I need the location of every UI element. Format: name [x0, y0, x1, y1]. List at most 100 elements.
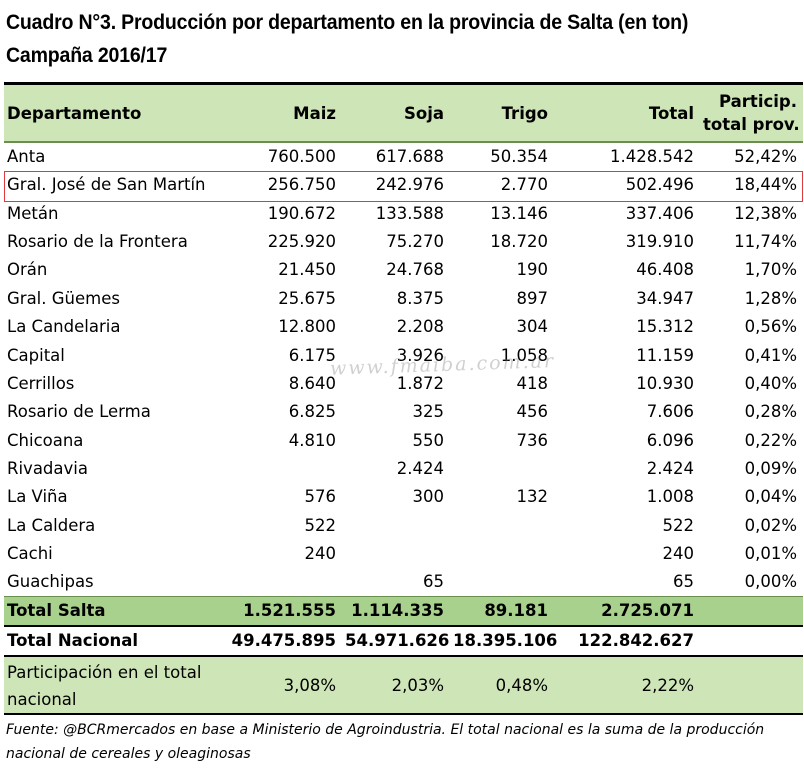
- cell-trigo: 456: [516, 402, 549, 422]
- production-table: Departamento Maiz Soja Trigo Total Parti…: [4, 85, 803, 715]
- header-row: Departamento Maiz Soja Trigo Total Parti…: [4, 85, 803, 143]
- cell-partic: 0,22%: [744, 430, 797, 450]
- total-nacional-trigo: 18.395.106: [450, 625, 557, 658]
- cell-soja: 2.424: [396, 459, 444, 479]
- cell-total: 34.947: [636, 288, 694, 308]
- table-row: La Caldera 522 522 0,02%: [4, 512, 803, 540]
- cell-partic: 1,28%: [744, 288, 797, 308]
- table-row: La Candelaria 12.800 2.208 304 15.312 0,56%: [4, 313, 803, 341]
- cell-trigo: 418: [516, 373, 549, 393]
- total-nacional-soja: 54.971.626: [342, 625, 450, 658]
- cell-partic: 0,41%: [744, 345, 797, 365]
- cell-name: La Caldera: [7, 515, 96, 535]
- table-row: Cerrillos 8.640 1.872 418 10.930 0,40%: [4, 370, 803, 398]
- cell-trigo: 2.770: [500, 175, 548, 195]
- cell-maiz: 6.825: [288, 402, 336, 422]
- header-departamento: Departamento: [4, 85, 228, 143]
- cell-soja: 550: [412, 430, 445, 450]
- participacion-maiz: 3,08%: [228, 656, 342, 715]
- cell-partic: 0,00%: [744, 572, 797, 592]
- cell-name: Chicoana: [7, 430, 84, 450]
- total-nacional-total: 122.842.627: [554, 625, 700, 658]
- header-maiz: Maiz: [228, 85, 342, 143]
- cell-trigo: 736: [516, 430, 549, 450]
- cell-soja: [342, 512, 450, 540]
- cell-trigo: 1.058: [500, 345, 548, 365]
- cell-maiz: 6.175: [288, 345, 336, 365]
- cell-total: 337.406: [625, 203, 694, 223]
- cell-partic: 0,01%: [744, 544, 797, 564]
- cell-name: Gral. José de San Martín: [7, 175, 206, 195]
- participacion-soja: 2,03%: [342, 656, 450, 715]
- total-nacional-maiz: 49.475.895: [228, 625, 342, 658]
- cell-name: Rosario de Lerma: [7, 402, 151, 422]
- cell-trigo: [450, 540, 554, 568]
- cell-soja: 1.872: [396, 373, 444, 393]
- table-row: Capital 6.175 3.926 1.058 11.159 0,41%: [4, 341, 803, 369]
- header-total: Total: [554, 85, 700, 143]
- participacion-partic: [700, 656, 803, 715]
- cell-total: 502.496: [625, 175, 694, 195]
- cell-trigo: 897: [516, 288, 549, 308]
- participacion-row: Participación en el total nacional 3,08%…: [4, 656, 803, 715]
- table-row: Cachi 240 240 0,01%: [4, 540, 803, 568]
- cell-maiz: 21.450: [278, 260, 336, 280]
- participacion-trigo: 0,48%: [450, 656, 554, 715]
- bottom-rule: [4, 713, 803, 715]
- cell-maiz: 190.672: [267, 203, 336, 223]
- cell-partic: 0,28%: [744, 402, 797, 422]
- cell-maiz: 760.500: [267, 147, 336, 166]
- cell-trigo: 132: [516, 487, 549, 507]
- cell-total: 319.910: [625, 231, 694, 251]
- cell-total: 2.424: [646, 459, 694, 479]
- title-line-2: Campaña 2016/17: [6, 44, 168, 67]
- table-row: Orán 21.450 24.768 190 46.408 1,70%: [4, 256, 803, 284]
- cell-soja: 65: [423, 572, 444, 592]
- table-row: Guachipas 65 65 0,00%: [4, 568, 803, 597]
- cell-partic: 0,04%: [744, 487, 797, 507]
- cell-total: 7.606: [646, 402, 694, 422]
- total-salta-soja: 1.114.335: [342, 596, 450, 627]
- cell-name: Guachipas: [7, 572, 94, 592]
- total-nacional-row: Total Nacional 49.475.895 54.971.626 18.…: [4, 625, 803, 658]
- cell-total: 46.408: [636, 260, 694, 280]
- cell-maiz: 4.810: [288, 430, 336, 450]
- cell-partic: 12,38%: [734, 203, 797, 223]
- table-row: Rivadavia 2.424 2.424 0,09%: [4, 455, 803, 483]
- cell-partic: 0,09%: [744, 459, 797, 479]
- cell-maiz: [228, 568, 342, 597]
- cell-total: 240: [662, 544, 695, 564]
- cell-maiz: 576: [304, 487, 337, 507]
- cell-name: Rivadavia: [7, 459, 88, 479]
- table-row: Chicoana 4.810 550 736 6.096 0,22%: [4, 427, 803, 455]
- total-salta-partic: [700, 596, 803, 627]
- cell-total: 11.159: [636, 345, 694, 365]
- title-line-1: Cuadro N°3. Producción por departamento …: [6, 11, 689, 34]
- header-particip: Particip. total prov.: [700, 85, 803, 143]
- cell-name: Capital: [7, 345, 65, 365]
- cell-soja: [342, 540, 450, 568]
- cell-maiz: 240: [304, 544, 337, 564]
- cell-partic: 52,42%: [734, 147, 797, 166]
- cell-partic: 1,70%: [744, 260, 797, 280]
- cell-name: Cerrillos: [7, 373, 75, 393]
- cell-partic: 0,56%: [744, 317, 797, 337]
- cell-trigo: [450, 455, 554, 483]
- cell-soja: 8.375: [396, 288, 444, 308]
- cell-soja: 3.926: [396, 345, 444, 365]
- cell-partic: 18,44%: [734, 175, 797, 195]
- cell-soja: 242.976: [375, 175, 444, 195]
- cell-name: Anta: [7, 147, 46, 166]
- cell-soja: 300: [412, 487, 445, 507]
- total-salta-maiz: 1.521.555: [228, 596, 342, 627]
- total-nacional-partic: [700, 625, 803, 658]
- total-salta-row: Total Salta 1.521.555 1.114.335 89.181 2…: [4, 596, 803, 627]
- table-row: Rosario de la Frontera 225.920 75.270 18.72…: [4, 228, 803, 256]
- total-salta-trigo: 89.181: [450, 596, 554, 627]
- table-title: Cuadro N°3. Producción por departamento …: [6, 6, 746, 72]
- cell-trigo: 13.146: [490, 203, 548, 223]
- cell-maiz: 522: [304, 515, 337, 535]
- cell-name: Cachi: [7, 544, 53, 564]
- cell-soja: 24.768: [386, 260, 444, 280]
- table-row: Metán 190.672 133.588 13.146 337.406 12,38%: [4, 199, 803, 227]
